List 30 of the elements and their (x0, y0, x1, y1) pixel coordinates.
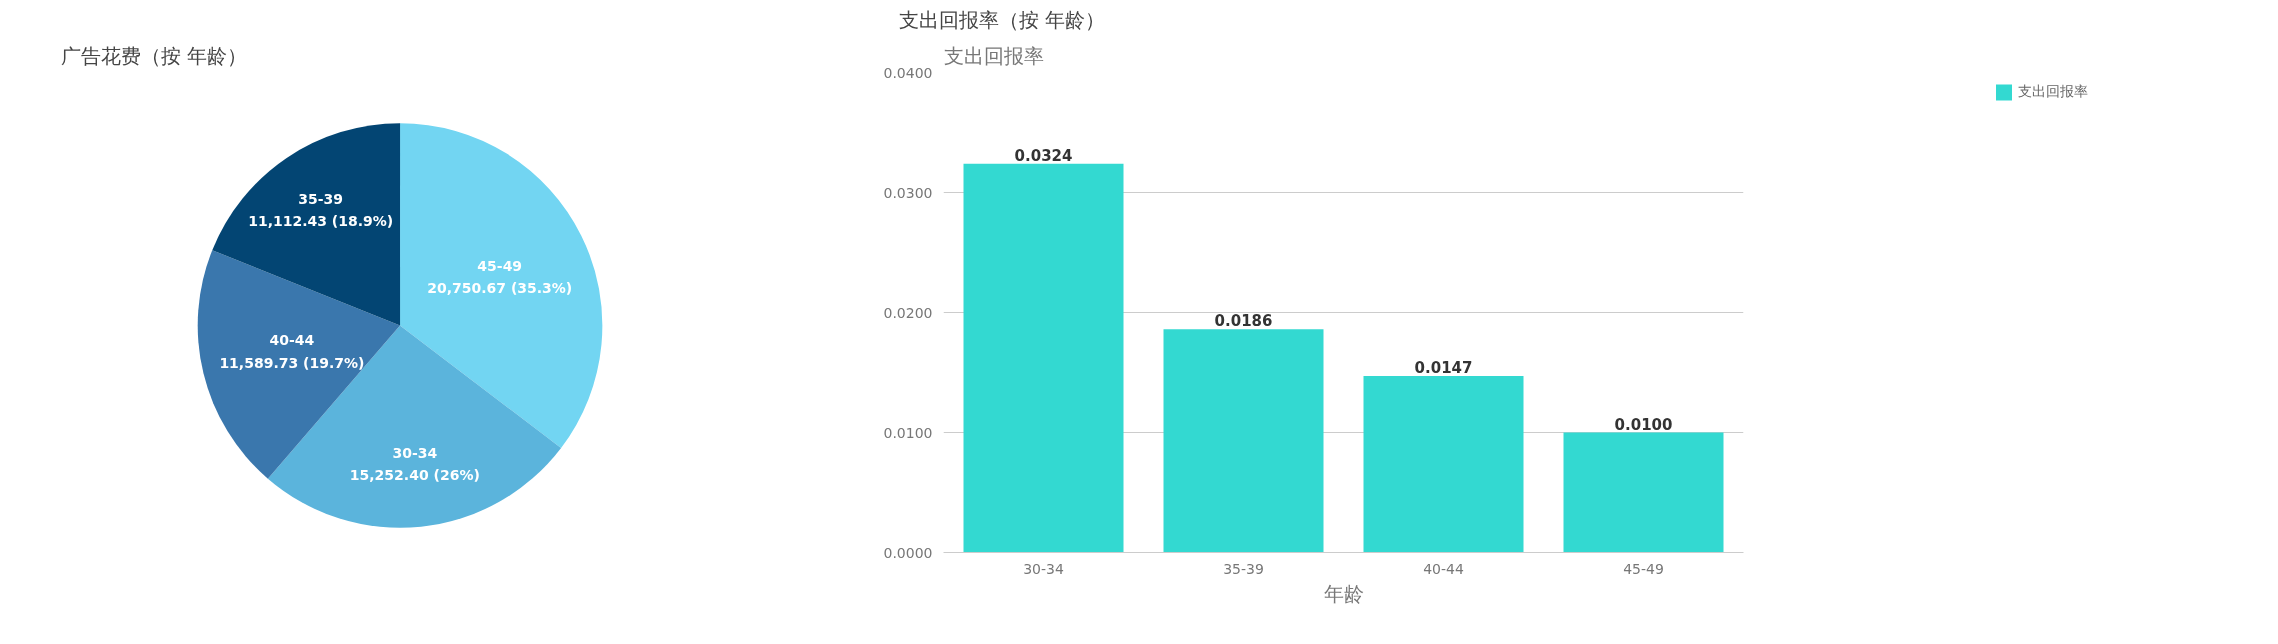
y-axis-title: 支出回报率 (943, 43, 1044, 68)
slice-label: 40-44 (269, 332, 315, 349)
legend-label: 支出回报率 (2018, 83, 2088, 101)
y-tick-label: 0.0000 (883, 544, 933, 561)
slice-label: 30-34 (392, 445, 438, 462)
y-tick-label: 0.0200 (883, 304, 933, 321)
bar (1563, 432, 1724, 553)
slice-label: 45-49 (477, 257, 523, 274)
x-axis-title: 年龄 (1323, 581, 1364, 606)
chart-title: 广告花费（按 年龄） (60, 43, 247, 68)
y-tick-label: 0.0400 (883, 64, 933, 81)
x-tick-label: 40-44 (1423, 560, 1464, 577)
data-label: 20,750.67 (35.3%) (427, 280, 573, 297)
slice-label: 35-39 (298, 190, 344, 207)
data-label: 0.0186 (1214, 312, 1273, 331)
data-label: 0.0100 (1614, 415, 1673, 434)
x-tick-label: 45-49 (1623, 560, 1664, 577)
data-label: 0.0324 (1014, 146, 1073, 165)
data-label: 15,252.40 (26%) (349, 467, 480, 484)
bar (1363, 376, 1524, 553)
data-label: 11,112.43 (18.9%) (248, 213, 394, 230)
y-tick-label: 0.0100 (883, 424, 933, 441)
data-label: 0.0147 (1414, 359, 1473, 378)
bar (963, 163, 1124, 553)
x-tick-label: 35-39 (1223, 560, 1264, 577)
chart-title: 支出回报率（按 年龄） (898, 7, 1105, 32)
x-tick-label: 30-34 (1023, 560, 1064, 577)
bar (1163, 329, 1324, 553)
y-tick-label: 0.0300 (883, 184, 933, 201)
data-label: 11,589.73 (19.7%) (219, 354, 365, 371)
